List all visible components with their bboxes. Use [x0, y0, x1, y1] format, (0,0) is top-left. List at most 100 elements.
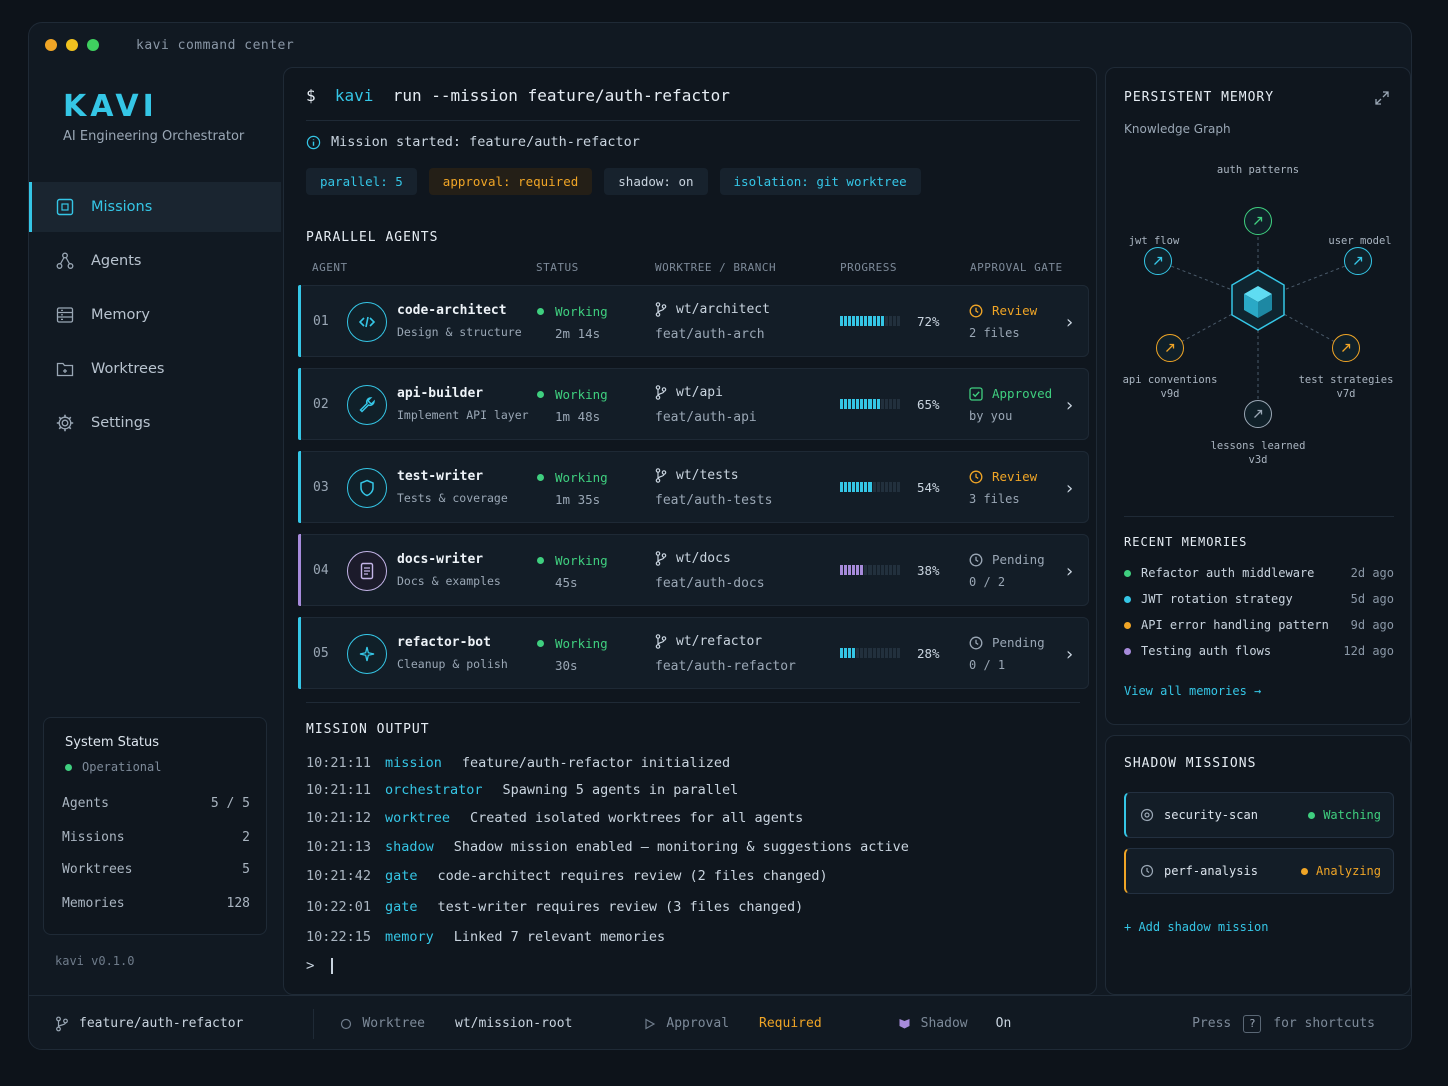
agent-number: 05: [313, 646, 329, 661]
add-shadow-mission-button[interactable]: + Add shadow mission: [1124, 920, 1269, 934]
approval-gate-status[interactable]: Approved: [969, 386, 1052, 401]
shortcut-key[interactable]: ?: [1243, 1014, 1262, 1033]
approval-gate-status[interactable]: Pending: [969, 552, 1045, 567]
graph-node-label: lessons learned v3d: [1188, 439, 1328, 467]
sidebar-item-memory[interactable]: Memory: [29, 290, 281, 340]
agents-icon: [56, 252, 74, 269]
agent-branch: feat/auth-refactor: [655, 659, 796, 674]
approval-gate-detail: by you: [969, 409, 1013, 423]
view-all-memories-link[interactable]: View all memories →: [1124, 684, 1262, 698]
progress-segment: [888, 565, 892, 575]
progress-segment: [852, 648, 856, 658]
log-source: gate: [385, 868, 418, 884]
agent-worktree[interactable]: wt/api: [655, 385, 723, 400]
agent-row-refactor-bot[interactable]: 05 refactor-bot Cleanup & polish Working 30s…: [298, 617, 1089, 689]
gate-text: Review: [992, 303, 1038, 318]
approval-gate-status[interactable]: Pending: [969, 635, 1045, 650]
titlebar: kavi command center: [29, 23, 1411, 67]
recent-memory-item[interactable]: JWT rotation strategy 5d ago: [1124, 592, 1394, 606]
maximize-window-button[interactable]: [87, 39, 99, 51]
chevron-right-icon[interactable]: ›: [1064, 312, 1075, 333]
close-window-button[interactable]: [45, 39, 57, 51]
approval-gate-status[interactable]: Review: [969, 303, 1037, 318]
agent-worktree[interactable]: wt/docs: [655, 551, 731, 566]
footer-approval-label: Approval: [666, 1016, 730, 1031]
graph-node-lessons-learned[interactable]: [1244, 400, 1272, 428]
graph-node-auth-patterns[interactable]: [1244, 207, 1272, 235]
chevron-right-icon[interactable]: ›: [1064, 644, 1075, 665]
agent-worktree[interactable]: wt/tests: [655, 468, 739, 483]
agent-description: Design & structure: [397, 325, 522, 339]
agent-accent-bar: [298, 285, 301, 357]
code-icon: [347, 302, 387, 342]
progress-segment: [848, 648, 852, 658]
graph-node-test-strategies[interactable]: [1332, 334, 1360, 362]
chevron-right-icon[interactable]: ›: [1064, 478, 1075, 499]
col-approval: APPROVAL GATE: [970, 261, 1063, 274]
agent-description: Cleanup & polish: [397, 657, 508, 671]
sidebar-item-missions[interactable]: Missions: [29, 182, 281, 232]
agent-progress-bar: [840, 316, 900, 326]
recent-memory-item[interactable]: Refactor auth middleware 2d ago: [1124, 566, 1394, 580]
system-row-agents: Agents 5 / 5: [62, 796, 250, 811]
command-prompt[interactable]: >: [306, 958, 333, 974]
progress-segment: [888, 648, 892, 658]
agent-progress-percent: 72%: [917, 314, 940, 329]
memory-title: PERSISTENT MEMORY: [1124, 90, 1275, 105]
sidebar-item-label: Worktrees: [91, 361, 165, 377]
branch-icon: [655, 551, 667, 566]
progress-segment: [840, 482, 844, 492]
node-link-icon: [1254, 216, 1263, 225]
shadow-item-security-scan[interactable]: security-scan Watching: [1124, 792, 1394, 838]
minimize-window-button[interactable]: [66, 39, 78, 51]
log-source: mission: [385, 755, 442, 771]
node-label: user model: [1328, 235, 1392, 247]
recent-memory-item[interactable]: API error handling pattern 9d ago: [1124, 618, 1394, 632]
expand-icon[interactable]: [1374, 90, 1390, 106]
check-box-icon: [969, 386, 983, 401]
shadow-item-perf-analysis[interactable]: perf-analysis Analyzing: [1124, 848, 1394, 894]
sidebar-item-agents[interactable]: Agents: [29, 236, 281, 286]
system-row-memories: Memories 128: [62, 896, 250, 911]
sidebar-item-worktrees[interactable]: Worktrees: [29, 344, 281, 394]
row-value: 128: [226, 896, 250, 911]
progress-segment: [860, 648, 864, 658]
log-source: gate: [385, 899, 418, 915]
memory-age: 9d ago: [1350, 618, 1394, 632]
gear-icon: [56, 414, 74, 432]
progress-segment: [868, 482, 872, 492]
log-message: feature/auth-refactor initialized: [461, 755, 731, 771]
node-label: auth patterns: [1216, 164, 1300, 176]
clock-icon: [969, 636, 983, 649]
agent-number: 04: [313, 563, 329, 578]
approval-icon: [645, 1017, 656, 1030]
chevron-right-icon[interactable]: ›: [1064, 561, 1075, 582]
agent-worktree[interactable]: wt/architect: [655, 302, 770, 317]
sidebar-item-settings[interactable]: Settings: [29, 398, 281, 448]
progress-segment: [848, 399, 852, 409]
agent-row-code-architect[interactable]: 01 code-architect Design & structure Workin…: [298, 285, 1089, 357]
row-label: Missions: [62, 830, 125, 845]
progress-segment: [868, 565, 872, 575]
graph-node-jwt-flow[interactable]: [1144, 247, 1172, 275]
branch-icon: [655, 385, 667, 400]
agent-row-docs-writer[interactable]: 04 docs-writer Docs & examples Working 45s wt…: [298, 534, 1089, 606]
node-link-icon: [1254, 409, 1263, 418]
progress-segment: [868, 648, 872, 658]
worktree-name: wt/refactor: [676, 634, 763, 649]
window-title: kavi command center: [136, 37, 295, 53]
logo: KAVI: [63, 89, 158, 124]
graph-core-node[interactable]: [1231, 269, 1285, 331]
agent-worktree[interactable]: wt/refactor: [655, 634, 762, 649]
chevron-right-icon[interactable]: ›: [1064, 395, 1075, 416]
progress-segment: [884, 399, 888, 409]
graph-node-user-model[interactable]: [1344, 247, 1372, 275]
recent-memory-item[interactable]: Testing auth flows 12d ago: [1124, 644, 1394, 658]
divider: [1124, 516, 1394, 517]
approval-gate-status[interactable]: Review: [969, 469, 1037, 484]
agent-row-api-builder[interactable]: 02 api-builder Implement API layer Working 1…: [298, 368, 1089, 440]
progress-segment: [888, 316, 892, 326]
agent-row-test-writer[interactable]: 03 test-writer Tests & coverage Working 1m 3…: [298, 451, 1089, 523]
footer-branch[interactable]: feature/auth-refactor: [79, 1016, 244, 1031]
graph-node-api-conventions[interactable]: [1156, 334, 1184, 362]
